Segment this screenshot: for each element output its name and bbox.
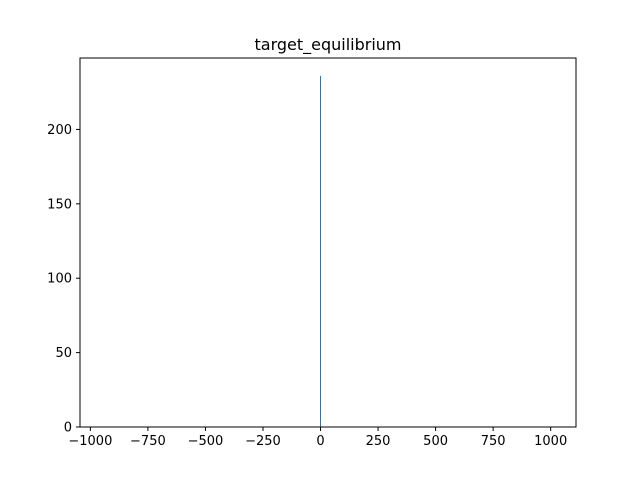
y-tick-label: 200: [47, 123, 72, 138]
x-tick-label: 250: [366, 434, 391, 449]
chart-title: target_equilibrium: [254, 35, 401, 55]
y-tick-label: 150: [47, 197, 72, 212]
plot-frame: [79, 57, 577, 428]
x-tick-label: −250: [245, 434, 281, 449]
y-axis: 0 50 100 150 200: [47, 123, 80, 436]
x-tick-label: 750: [481, 434, 506, 449]
y-tick-label: 50: [55, 346, 72, 361]
x-tick-label: 1000: [534, 434, 567, 449]
bars-layer: [320, 75, 322, 428]
x-tick-label: −500: [188, 434, 224, 449]
x-axis: −1000 −750 −500 −250 0 250 500 750 1000: [68, 427, 567, 449]
x-tick-label: 0: [316, 434, 324, 449]
x-tick-label: −1000: [68, 434, 112, 449]
bar: [320, 75, 322, 428]
x-tick-label: 500: [423, 434, 448, 449]
y-tick-label: 0: [64, 421, 72, 436]
x-tick-label: −750: [130, 434, 166, 449]
y-tick-label: 100: [47, 272, 72, 287]
